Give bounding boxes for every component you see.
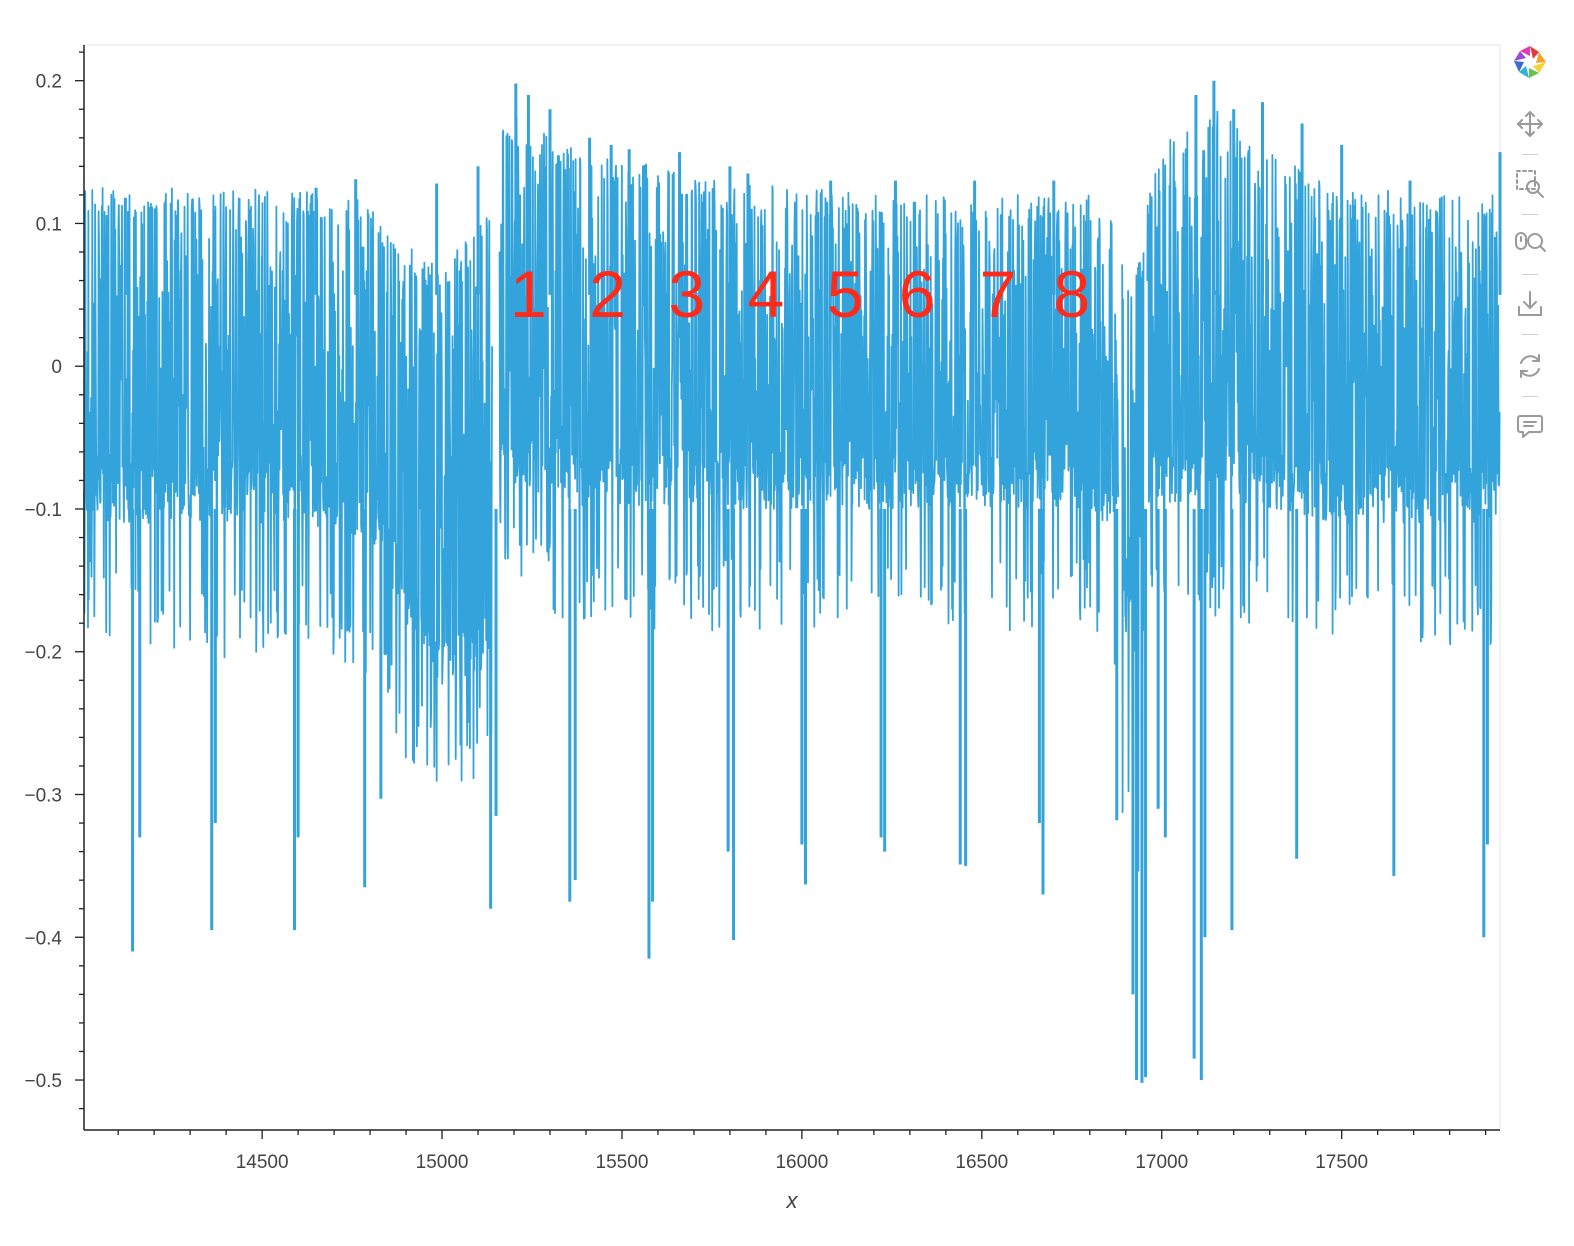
x-tick-label: 17000	[1135, 1152, 1188, 1173]
annotation-label: 7	[980, 257, 1017, 331]
hover-tool-icon[interactable]	[1504, 404, 1556, 448]
reset-tool-icon[interactable]	[1504, 344, 1556, 388]
x-axis: 14500 15000 15500 16000 16500 17000 17500	[84, 1129, 1500, 1173]
wheel-zoom-tool-icon[interactable]	[1504, 222, 1556, 266]
y-tick-label: 0	[51, 357, 62, 378]
x-tick-label: 17500	[1315, 1152, 1368, 1173]
save-tool-icon[interactable]	[1504, 282, 1556, 326]
y-tick-label: −0.5	[24, 1071, 62, 1092]
series-layer	[83, 80, 1502, 1083]
x-tick-label: 14500	[236, 1152, 289, 1173]
y-tick-label: −0.3	[24, 786, 62, 807]
x-tick-label: 15000	[416, 1152, 469, 1173]
bokeh-logo-icon[interactable]	[1504, 40, 1556, 84]
x-axis-title: x	[786, 1188, 799, 1213]
annotation-label: 1	[510, 257, 547, 331]
annotation-label: 8	[1053, 257, 1090, 331]
y-tick-label: −0.2	[24, 643, 62, 664]
annotation-label: 2	[589, 257, 626, 331]
x-tick-label: 15500	[596, 1152, 649, 1173]
annotation-label: 6	[899, 257, 936, 331]
annotation-label: 4	[748, 257, 785, 331]
y-tick-label: 0.2	[36, 72, 62, 93]
annotation-label: 5	[827, 257, 864, 331]
x-tick-label: 16500	[955, 1152, 1008, 1173]
y-tick-label: 0.1	[36, 214, 62, 235]
x-tick-label: 16000	[775, 1152, 828, 1173]
y-tick-label: −0.4	[24, 928, 62, 949]
toolbar	[1504, 38, 1556, 458]
annotation-label: 3	[668, 257, 705, 331]
y-tick-label: −0.1	[24, 500, 62, 521]
y-axis: 0.2 0.1 0 −0.1 −0.2 −0.3 −0.4 −0.5	[24, 45, 85, 1130]
box-zoom-tool-icon[interactable]	[1504, 162, 1556, 206]
series-line	[83, 110, 1501, 872]
pan-tool-icon[interactable]	[1504, 102, 1556, 146]
